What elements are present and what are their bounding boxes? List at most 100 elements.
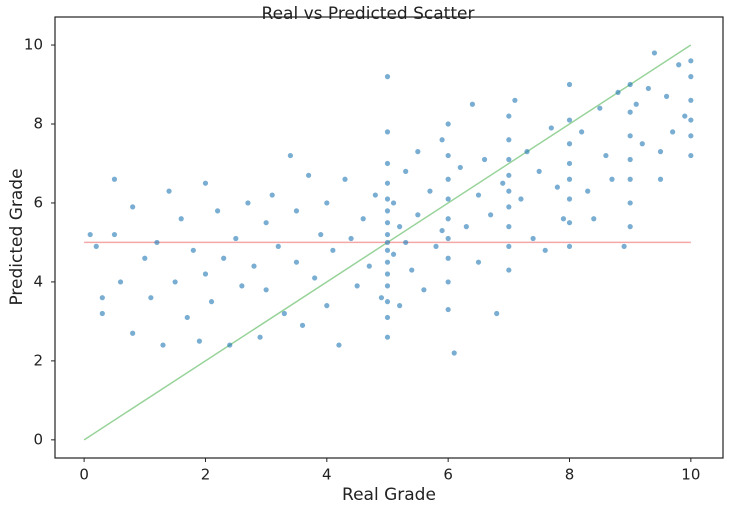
x-tick-label: 0 bbox=[79, 466, 89, 484]
point bbox=[354, 283, 360, 289]
x-tick-label: 8 bbox=[565, 466, 575, 484]
point bbox=[130, 330, 136, 336]
point bbox=[221, 255, 227, 261]
point bbox=[409, 267, 415, 273]
point bbox=[384, 314, 391, 321]
point bbox=[142, 255, 148, 261]
point bbox=[633, 101, 639, 107]
point bbox=[160, 342, 166, 348]
point bbox=[688, 133, 694, 139]
point bbox=[566, 160, 573, 167]
point bbox=[342, 176, 348, 182]
point bbox=[99, 310, 105, 317]
point bbox=[312, 275, 318, 281]
point bbox=[506, 113, 512, 119]
point bbox=[518, 196, 524, 202]
point bbox=[336, 342, 342, 348]
point bbox=[603, 152, 609, 159]
point bbox=[445, 176, 451, 182]
point bbox=[227, 342, 233, 348]
point bbox=[682, 113, 688, 119]
point bbox=[506, 224, 512, 230]
point bbox=[627, 81, 633, 88]
point bbox=[609, 176, 615, 182]
point bbox=[506, 267, 512, 273]
point bbox=[500, 180, 506, 186]
point bbox=[390, 200, 397, 206]
point bbox=[445, 152, 451, 159]
point bbox=[190, 247, 196, 253]
point bbox=[245, 200, 251, 206]
point bbox=[111, 176, 118, 182]
y-tick-label: 10 bbox=[24, 36, 43, 54]
point bbox=[579, 129, 585, 135]
point bbox=[506, 172, 512, 178]
point bbox=[99, 295, 105, 301]
point bbox=[202, 180, 209, 186]
point bbox=[415, 212, 421, 218]
point bbox=[524, 149, 530, 155]
point bbox=[506, 156, 512, 163]
point bbox=[287, 152, 294, 159]
point bbox=[384, 160, 391, 167]
point bbox=[566, 243, 573, 249]
point bbox=[293, 208, 300, 214]
point bbox=[439, 227, 445, 234]
point bbox=[688, 58, 694, 64]
point bbox=[251, 263, 257, 269]
point bbox=[445, 235, 451, 242]
point bbox=[591, 216, 597, 222]
point bbox=[306, 172, 312, 178]
point bbox=[639, 141, 645, 147]
point bbox=[403, 239, 409, 246]
point bbox=[384, 271, 391, 277]
point bbox=[688, 152, 694, 159]
point bbox=[488, 212, 494, 218]
y-tick-label: 0 bbox=[33, 430, 43, 448]
point bbox=[427, 188, 433, 194]
point bbox=[645, 85, 651, 92]
point bbox=[348, 235, 354, 242]
point bbox=[494, 310, 500, 317]
point bbox=[403, 168, 409, 174]
point bbox=[293, 259, 300, 265]
point bbox=[318, 231, 324, 238]
point bbox=[475, 192, 482, 198]
point bbox=[475, 259, 482, 265]
point bbox=[512, 97, 518, 103]
point bbox=[481, 156, 488, 163]
point bbox=[166, 188, 172, 194]
point bbox=[263, 220, 269, 226]
point bbox=[239, 283, 245, 289]
point bbox=[627, 224, 633, 230]
point bbox=[172, 279, 178, 285]
point bbox=[397, 303, 403, 309]
point bbox=[384, 283, 391, 289]
point bbox=[615, 89, 621, 96]
point bbox=[215, 208, 221, 214]
point bbox=[560, 216, 567, 222]
point bbox=[670, 129, 676, 135]
point bbox=[148, 295, 154, 301]
y-tick-label: 2 bbox=[33, 351, 43, 369]
point bbox=[415, 149, 421, 155]
point bbox=[627, 176, 633, 182]
point bbox=[384, 239, 391, 246]
point bbox=[463, 224, 469, 230]
point bbox=[566, 176, 573, 182]
point bbox=[627, 156, 633, 163]
point bbox=[117, 279, 124, 285]
point bbox=[257, 334, 263, 340]
point bbox=[384, 129, 391, 135]
point bbox=[445, 216, 451, 222]
y-tick-label: 8 bbox=[33, 114, 43, 132]
point bbox=[627, 109, 633, 115]
x-tick-label: 2 bbox=[201, 466, 211, 484]
point bbox=[469, 101, 476, 107]
point bbox=[366, 263, 372, 269]
point bbox=[445, 279, 451, 285]
point bbox=[178, 216, 184, 222]
point bbox=[566, 81, 573, 88]
point bbox=[154, 239, 160, 246]
point bbox=[324, 200, 330, 206]
